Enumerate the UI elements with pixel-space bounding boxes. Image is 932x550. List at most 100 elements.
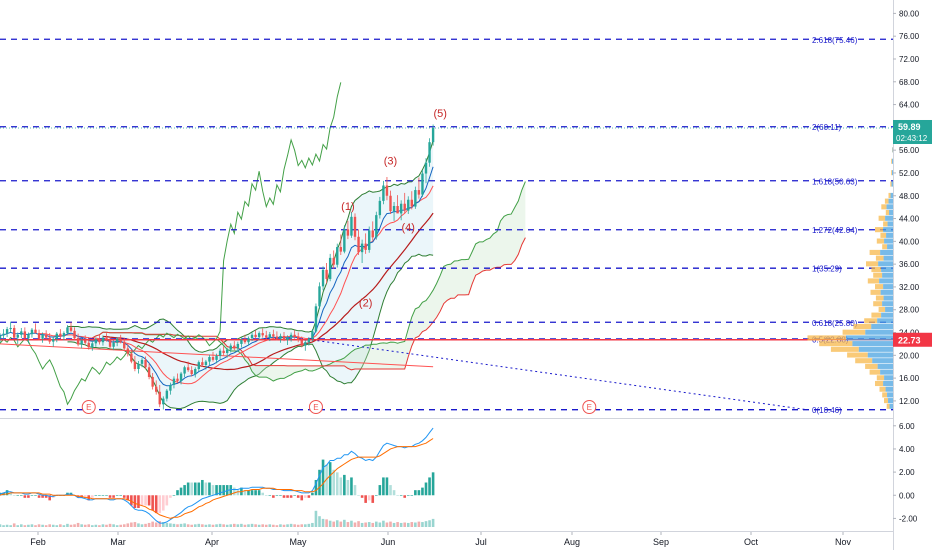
macd-histogram-bar (321, 459, 325, 496)
volume-bar (37, 524, 41, 527)
candle-body (357, 236, 360, 253)
volume-bar (417, 521, 421, 527)
price-tick-label: 44.00 (899, 215, 920, 224)
fib-level-label: 0(10.46) (812, 406, 842, 415)
volume-bar (428, 520, 431, 527)
macd-histogram-bar (37, 495, 41, 498)
candle-body (98, 339, 101, 343)
candle-body (304, 342, 307, 346)
macd-histogram-bar (229, 485, 233, 496)
price-tick-label: 68.00 (899, 78, 920, 87)
volume-bar (147, 522, 151, 527)
candle-body (151, 376, 154, 387)
volume-profile-down (878, 261, 893, 267)
volume-bar (268, 524, 272, 527)
volume-bar (282, 524, 286, 527)
macd-histogram-bar (218, 485, 222, 496)
candle-body (204, 361, 208, 366)
price-tick-label: 12.00 (899, 397, 920, 406)
macd-histogram-bar (133, 495, 137, 508)
volume-profile-down (883, 380, 893, 387)
volume-bar (2, 525, 5, 527)
macd-histogram-bar (357, 495, 360, 496)
volume-profile-up (873, 301, 883, 307)
volume-bar (119, 524, 122, 527)
volume-profile-up (891, 158, 893, 164)
volume-bar (364, 522, 367, 527)
time-tick-label: Jun (381, 537, 396, 547)
macd-histogram-bar (350, 477, 353, 496)
macd-histogram-bar (428, 477, 431, 496)
macd-tick-label: 0.00 (899, 491, 915, 500)
candle-body (275, 336, 279, 339)
volume-profile-up (883, 221, 888, 227)
candle-body (179, 373, 183, 381)
volume-profile-up (880, 232, 887, 238)
price-tick-label: 40.00 (899, 237, 920, 246)
candle-body (392, 206, 396, 212)
volume-profile-up (873, 272, 883, 278)
macd-histogram-bar (346, 479, 350, 496)
candle-body (314, 306, 318, 332)
wave-label: (5) (433, 108, 446, 120)
last-price-tag (893, 119, 932, 144)
current-level-tag (893, 332, 932, 347)
volume-bar (215, 524, 218, 527)
volume-profile-up (866, 261, 879, 267)
macd-histogram-bar (208, 482, 211, 496)
volume-bar (389, 521, 392, 527)
macd-histogram-bar (343, 474, 346, 496)
volume-bar (62, 525, 66, 527)
macd-histogram-bar (257, 490, 261, 496)
volume-bar (293, 524, 296, 527)
macd-histogram-bar (211, 485, 215, 496)
macd-histogram-bar (44, 495, 48, 498)
volume-bar (357, 521, 360, 527)
candle-body (66, 327, 69, 334)
volume-bar (115, 525, 119, 527)
countdown-label: 02:43:12 (896, 134, 928, 143)
volume-bar (403, 522, 406, 527)
candle-body (240, 339, 243, 344)
volume-bar (272, 524, 275, 527)
volume-bar (201, 524, 204, 527)
candle-body (268, 334, 271, 338)
candle-body (414, 190, 417, 207)
volume-profile-up (865, 363, 878, 369)
volume-bar (151, 521, 154, 527)
volume-profile-up (867, 278, 880, 284)
volume-bar (69, 524, 73, 527)
volume-profile-down (892, 158, 893, 164)
time-tick-label: Nov (835, 537, 852, 547)
volume-bar (261, 524, 264, 527)
price-tick-label: 32.00 (899, 283, 920, 292)
volume-bar (314, 510, 318, 527)
volume-bar (101, 524, 105, 527)
candle-body (5, 329, 9, 334)
volume-bar (328, 520, 332, 527)
macd-tick-label: 4.00 (899, 445, 915, 454)
volume-profile-down (871, 323, 893, 330)
macd-histogram-bar (339, 477, 343, 496)
earnings-marker-label: E (86, 403, 91, 412)
macd-histogram-bar (151, 495, 154, 511)
volume-bar (105, 524, 108, 527)
candle-body (229, 345, 232, 350)
macd-histogram-bar (165, 495, 169, 506)
volume-bar (41, 524, 44, 527)
fib-level-label: 1.618(50.63) (812, 177, 858, 186)
volume-bar (165, 522, 169, 527)
volume-profile-down (888, 198, 893, 204)
volume-profile-down (884, 375, 893, 381)
volume-bar (179, 523, 183, 527)
volume-bar (176, 524, 179, 527)
candle-body (105, 337, 108, 341)
volume-bar (98, 525, 101, 527)
volume-profile-down (852, 341, 893, 347)
volume-bar (87, 524, 91, 527)
volume-bar (211, 524, 215, 527)
macd-histogram-bar (222, 485, 225, 496)
macd-histogram-bar (254, 490, 257, 496)
macd-histogram-bar (12, 495, 16, 496)
